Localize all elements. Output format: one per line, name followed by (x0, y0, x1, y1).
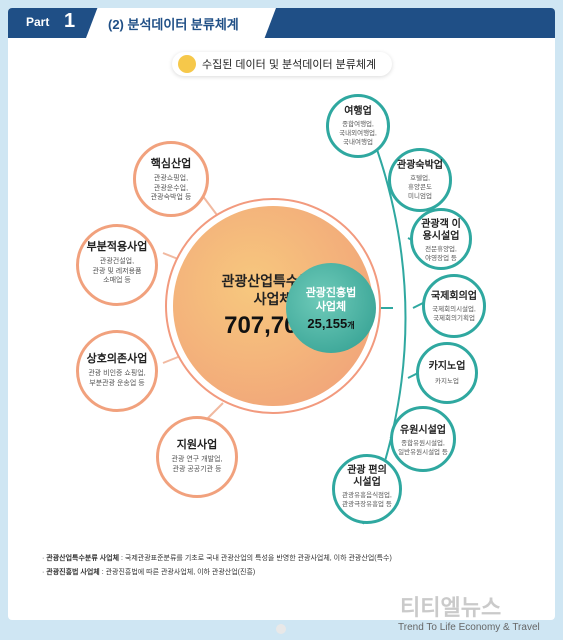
node-desc-line: 종합여행업, (342, 121, 374, 128)
node-desc: 카지노업 (419, 377, 475, 386)
footnote-1: · 관광산업특수분류 사업체 : 국제관광표준분류를 기초로 국내 관광산업의 … (42, 555, 392, 562)
part-number: 1 (64, 10, 76, 32)
node-interdependent-business: 상호의존사업 관광 비인증 쇼핑업, 부분관광 운송업 등 (76, 330, 158, 412)
node-travel-business: 여행업 종합여행업, 국내외여행업, 국내여행업 (326, 94, 390, 158)
footnote-label: 관광산업특수분류 사업체 (46, 555, 120, 562)
node-desc-line: 야영장업 등 (425, 255, 457, 262)
node-title: 관광 편의시설업 (347, 465, 387, 488)
watermark-brand: 티티엘뉴스 (400, 595, 502, 620)
node-title: 관광숙박업 (397, 160, 443, 171)
node-title: 여행업 (344, 106, 372, 117)
node-tourist-accommodation: 관광숙박업 호텔업, 휴양콘도 미니엄업 (388, 148, 452, 212)
node-desc-line: 국제회의기획업 (433, 315, 475, 322)
node-desc-line: 관광 공공기관 등 (172, 465, 222, 473)
node-title: 핵심산업 (150, 158, 192, 170)
node-desc-line: 관광유흥음식점업, (342, 492, 392, 499)
node-casino: 카지노업 카지노업 (416, 342, 478, 404)
node-title: 관광객 이용시설업 (421, 219, 461, 242)
node-desc-line: 관광 비인증 쇼핑업, (88, 370, 146, 377)
node-tourist-facility: 관광객 이용시설업 전문휴양업, 야영장업 등 (410, 208, 472, 270)
node-partial-business: 부분적용사업 관광건설업, 관광 및 레저용품 소매업 등 (76, 224, 158, 306)
node-desc-line: 국제회의시설업, (432, 306, 476, 313)
sub-count-value: 25,155 (307, 315, 348, 331)
watermark-slogan: Trend To Life Economy & Travel (398, 622, 540, 633)
footnotes: · 관광산업특수분류 사업체 : 국제관광표준분류를 기초로 국내 관광산업의 … (42, 552, 392, 580)
node-desc: 관광 비인증 쇼핑업, 부분관광 운송업 등 (79, 369, 155, 388)
node-desc: 관광 연구 개발업, 관광 공공기관 등 (159, 455, 235, 474)
sub-name-line2: 사업체 (315, 300, 347, 313)
node-desc-line: 종합유원시설업, (401, 440, 445, 447)
node-core-industry: 핵심산업 관광쇼핑업, 관광운수업, 관광숙박업 등 (133, 141, 209, 217)
footnote-label: 관광진흥법 사업체 (46, 569, 100, 576)
node-desc: 국제회의시설업, 국제회의기획업 (425, 305, 483, 323)
node-desc-line: 관광쇼핑업, (153, 175, 189, 182)
part-label: Part (26, 15, 50, 29)
node-desc: 관광유흥음식점업, 관광극장유흥업 등 (335, 491, 399, 509)
diagram-subtitle: 수집된 데이터 및 분석데이터 분류체계 (172, 52, 393, 76)
node-desc-line: 관광극장유흥업 등 (342, 501, 392, 508)
page-title: (2) 분석데이터 분류체계 (108, 17, 239, 32)
scroll-indicator (276, 624, 286, 634)
node-title: 상호의존사업 (86, 353, 148, 365)
node-international-conference: 국제회의업 국제회의시설업, 국제회의기획업 (422, 274, 486, 338)
node-desc-line: 미니엄업 (408, 193, 432, 200)
node-desc-line: 국내여행업 (343, 139, 373, 146)
subtitle-text: 수집된 데이터 및 분석데이터 분류체계 (202, 59, 377, 71)
node-desc-line: 호텔업, (410, 175, 430, 182)
lightbulb-icon (178, 55, 196, 73)
node-desc: 관광건설업, 관광 및 레저용품 소매업 등 (79, 257, 155, 286)
node-desc-line: 휴양콘도 (408, 184, 432, 191)
node-desc-line: 일반유원시설업 등 (398, 449, 448, 456)
sub-count-unit: 개 (347, 320, 355, 330)
node-desc: 종합유원시설업, 일반유원시설업 등 (393, 439, 453, 457)
node-desc-line: 카지노업 (435, 378, 459, 385)
footnote-text: : 관광진흥법에 따른 관광사업체, 이하 관광산업(진흥) (99, 569, 256, 576)
tourism-promotion-circle: 관광진흥법 사업체 25,155개 (286, 263, 376, 353)
node-desc-line: 국내외여행업, (339, 130, 377, 137)
node-title: 지원사업 (176, 439, 218, 451)
node-title: 부분적용사업 (86, 241, 148, 253)
node-desc: 종합여행업, 국내외여행업, 국내여행업 (329, 120, 387, 147)
node-desc-line: 관광운수업, (153, 184, 189, 192)
node-title: 유원시설업 (400, 425, 446, 436)
sub-name-line1: 관광진흥법 (305, 286, 357, 299)
footnote-text: : 국제관광표준분류를 기초로 국내 관광산업의 특성을 반영한 관광사업체, … (119, 555, 392, 562)
footnote-2: · 관광진흥법 사업체 : 관광진흥법에 따른 관광사업체, 이하 관광산업(진… (42, 569, 256, 576)
header-bar: Part 1 (2) 분석데이터 분류체계 (8, 8, 555, 38)
node-desc-line: 소매업 등 (103, 277, 131, 284)
main-name-line2: 사업체 (253, 291, 293, 307)
node-desc: 전문휴양업, 야영장업 등 (413, 245, 469, 263)
sub-count: 25,155개 (307, 316, 354, 331)
node-desc-line: 부분관광 운송업 등 (89, 379, 145, 387)
title-tab (86, 8, 276, 38)
node-desc-line: 관광 연구 개발업, (171, 456, 223, 463)
node-desc-line: 관광숙박업 등 (150, 194, 192, 201)
node-support-business: 지원사업 관광 연구 개발업, 관광 공공기관 등 (156, 416, 238, 498)
node-title: 국제회의업 (431, 291, 477, 302)
node-tourist-convenience: 관광 편의시설업 관광유흥음식점업, 관광극장유흥업 등 (332, 454, 402, 524)
node-desc-line: 관광 및 레저용품 (92, 267, 142, 275)
node-desc: 호텔업, 휴양콘도 미니엄업 (391, 174, 449, 201)
node-desc-line: 전문휴양업, (425, 246, 457, 253)
node-amusement-facility: 유원시설업 종합유원시설업, 일반유원시설업 등 (390, 406, 456, 472)
node-title: 카지노업 (428, 361, 466, 372)
infographic-panel: Part 1 (2) 분석데이터 분류체계 수집된 데이터 및 분석데이터 분류… (8, 8, 555, 620)
node-desc-line: 관광건설업, (99, 258, 135, 265)
node-desc: 관광쇼핑업, 관광운수업, 관광숙박업 등 (136, 174, 206, 203)
